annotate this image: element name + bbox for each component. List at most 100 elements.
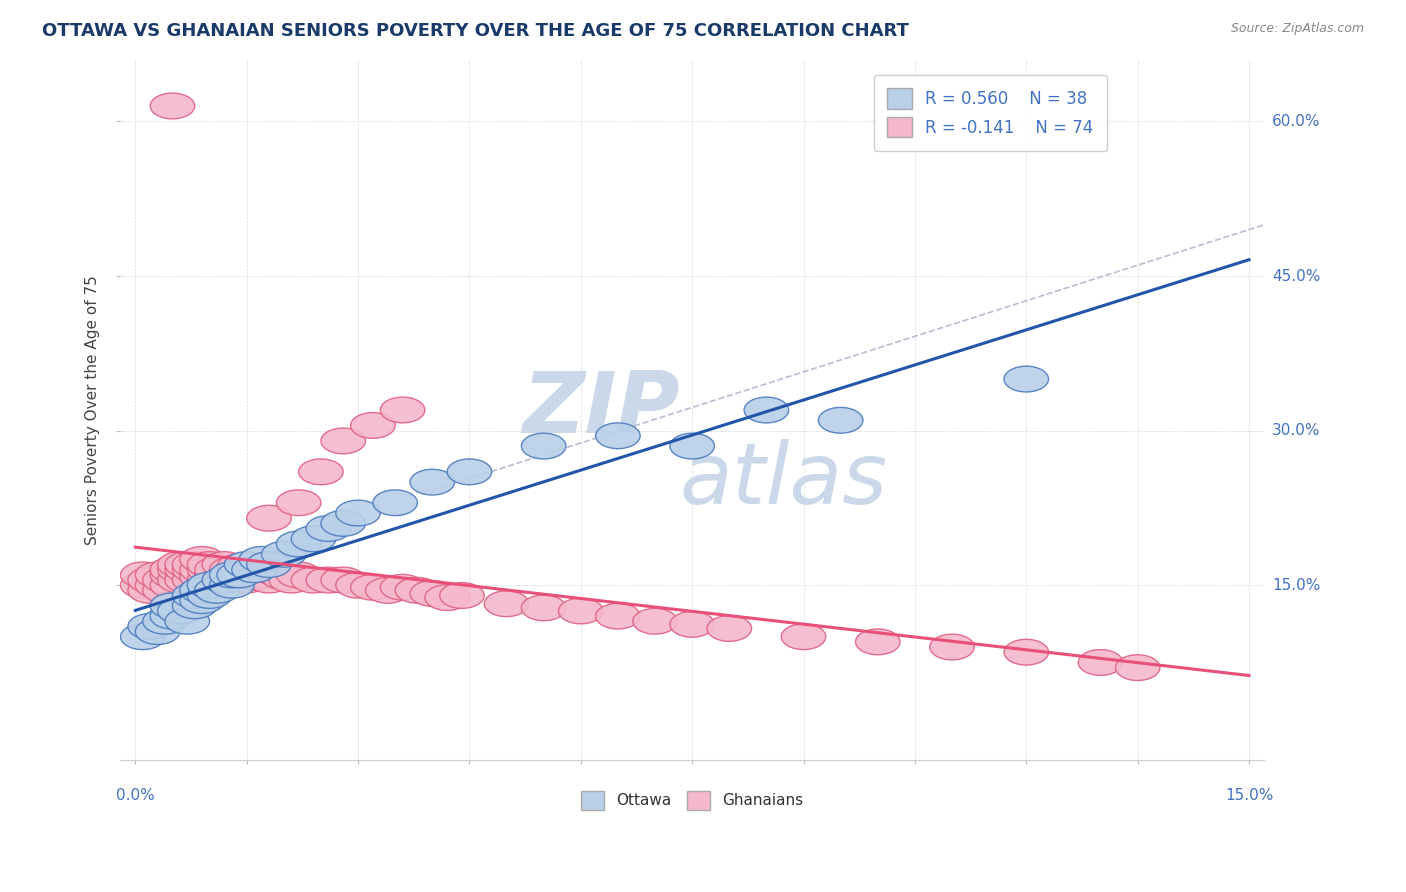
Ellipse shape [187, 557, 232, 582]
Ellipse shape [157, 551, 202, 577]
Ellipse shape [128, 577, 173, 603]
Ellipse shape [596, 423, 640, 449]
Legend: Ottawa, Ghanaians: Ottawa, Ghanaians [575, 785, 810, 816]
Ellipse shape [395, 577, 440, 603]
Ellipse shape [165, 557, 209, 582]
Ellipse shape [202, 567, 246, 593]
Ellipse shape [173, 567, 217, 593]
Ellipse shape [143, 577, 187, 603]
Ellipse shape [150, 557, 194, 582]
Text: 15.0%: 15.0% [1225, 789, 1274, 803]
Ellipse shape [194, 577, 239, 603]
Text: 60.0%: 60.0% [1272, 114, 1320, 129]
Ellipse shape [135, 573, 180, 598]
Ellipse shape [225, 567, 269, 593]
Ellipse shape [425, 584, 470, 610]
Ellipse shape [291, 526, 336, 551]
Text: 45.0%: 45.0% [1272, 268, 1320, 284]
Ellipse shape [128, 614, 173, 640]
Ellipse shape [262, 564, 307, 590]
Ellipse shape [217, 567, 262, 593]
Ellipse shape [929, 634, 974, 660]
Ellipse shape [321, 428, 366, 454]
Ellipse shape [239, 562, 284, 588]
Ellipse shape [225, 557, 269, 582]
Ellipse shape [209, 562, 254, 588]
Ellipse shape [411, 469, 454, 495]
Ellipse shape [165, 567, 209, 593]
Ellipse shape [380, 397, 425, 423]
Ellipse shape [173, 593, 217, 619]
Ellipse shape [239, 547, 284, 573]
Ellipse shape [277, 490, 321, 516]
Ellipse shape [321, 510, 366, 536]
Ellipse shape [150, 603, 194, 629]
Ellipse shape [121, 624, 165, 649]
Ellipse shape [246, 506, 291, 531]
Ellipse shape [522, 595, 567, 621]
Ellipse shape [165, 608, 209, 634]
Ellipse shape [194, 562, 239, 588]
Y-axis label: Seniors Poverty Over the Age of 75: Seniors Poverty Over the Age of 75 [86, 275, 100, 545]
Ellipse shape [217, 554, 262, 580]
Ellipse shape [232, 557, 277, 582]
Text: ZIP: ZIP [522, 368, 679, 451]
Ellipse shape [277, 562, 321, 588]
Ellipse shape [307, 567, 350, 593]
Ellipse shape [187, 582, 232, 608]
Ellipse shape [173, 551, 217, 577]
Text: 15.0%: 15.0% [1272, 578, 1320, 592]
Ellipse shape [143, 567, 187, 593]
Ellipse shape [350, 574, 395, 600]
Ellipse shape [1004, 367, 1049, 392]
Ellipse shape [782, 624, 825, 649]
Ellipse shape [173, 557, 217, 582]
Ellipse shape [262, 541, 307, 567]
Ellipse shape [246, 567, 291, 593]
Ellipse shape [411, 581, 454, 607]
Ellipse shape [209, 557, 254, 582]
Text: Source: ZipAtlas.com: Source: ZipAtlas.com [1230, 22, 1364, 36]
Ellipse shape [187, 567, 232, 593]
Text: atlas: atlas [679, 439, 887, 522]
Ellipse shape [209, 573, 254, 598]
Ellipse shape [143, 608, 187, 634]
Ellipse shape [180, 577, 225, 603]
Ellipse shape [180, 564, 225, 590]
Ellipse shape [522, 434, 567, 459]
Ellipse shape [484, 591, 529, 616]
Text: 30.0%: 30.0% [1272, 423, 1320, 438]
Ellipse shape [150, 573, 194, 598]
Ellipse shape [157, 598, 202, 624]
Ellipse shape [298, 459, 343, 484]
Ellipse shape [336, 500, 380, 526]
Ellipse shape [225, 551, 269, 577]
Ellipse shape [350, 413, 395, 438]
Ellipse shape [150, 93, 194, 119]
Text: OTTAWA VS GHANAIAN SENIORS POVERTY OVER THE AGE OF 75 CORRELATION CHART: OTTAWA VS GHANAIAN SENIORS POVERTY OVER … [42, 22, 910, 40]
Ellipse shape [373, 490, 418, 516]
Ellipse shape [1115, 655, 1160, 681]
Ellipse shape [128, 567, 173, 593]
Ellipse shape [855, 629, 900, 655]
Ellipse shape [180, 547, 225, 573]
Ellipse shape [180, 588, 225, 614]
Ellipse shape [217, 562, 262, 588]
Ellipse shape [150, 562, 194, 588]
Ellipse shape [135, 562, 180, 588]
Ellipse shape [165, 551, 209, 577]
Ellipse shape [669, 612, 714, 637]
Ellipse shape [558, 598, 603, 624]
Ellipse shape [187, 551, 232, 577]
Ellipse shape [173, 582, 217, 608]
Ellipse shape [307, 516, 350, 541]
Ellipse shape [291, 567, 336, 593]
Ellipse shape [277, 531, 321, 557]
Ellipse shape [818, 408, 863, 434]
Ellipse shape [180, 557, 225, 582]
Ellipse shape [135, 619, 180, 644]
Ellipse shape [1078, 649, 1123, 675]
Ellipse shape [440, 582, 484, 608]
Ellipse shape [596, 603, 640, 629]
Ellipse shape [336, 573, 380, 598]
